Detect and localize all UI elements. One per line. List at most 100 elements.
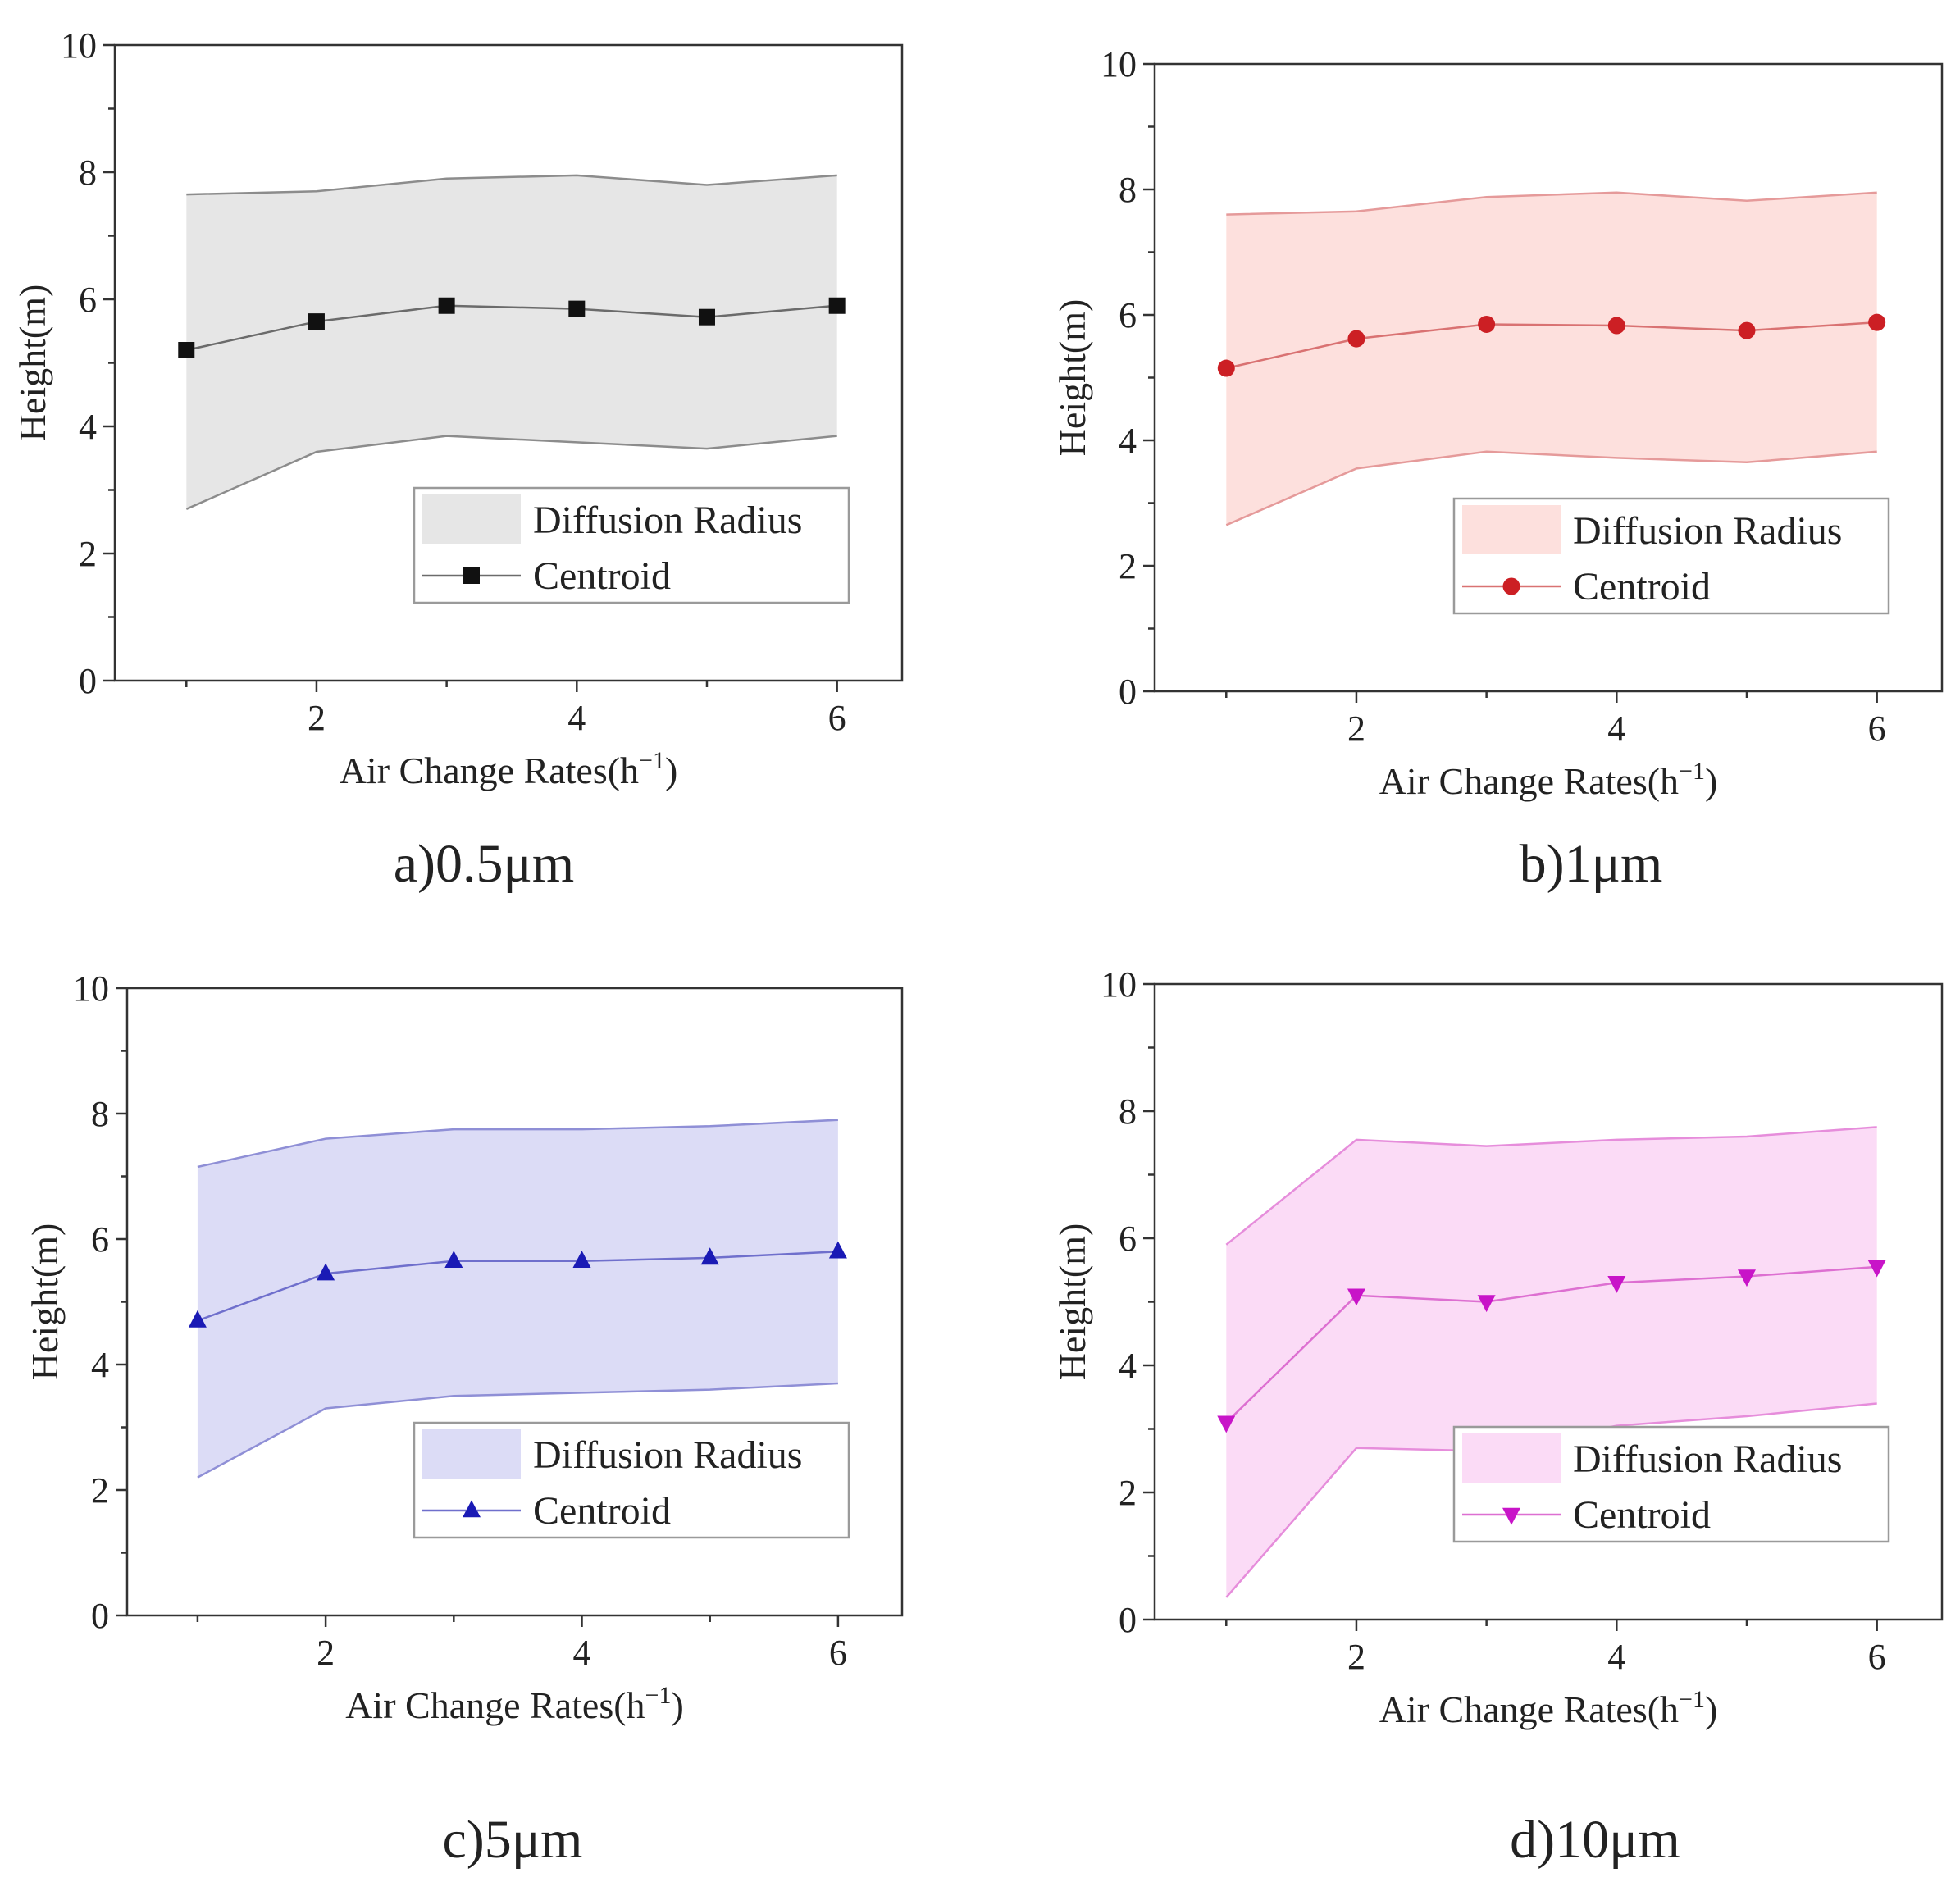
- centroid-point: [700, 1247, 719, 1265]
- centroid-point: [572, 1251, 591, 1269]
- y-tick-label: 10: [61, 25, 97, 66]
- y-tick-label: 4: [1119, 421, 1137, 461]
- chart-panel-3: 0 2 4 6 8 10 2 4 6 Air Change Rates(h−1) Height(m)…: [24, 968, 904, 1870]
- y-tick-label: 0: [91, 1596, 109, 1636]
- panel-caption: b)1μm: [1520, 834, 1663, 894]
- y-tick-label: 2: [1119, 546, 1137, 586]
- chart-panel-2: 0 2 4 6 8 10 2 4 6 Air Change Rates(h−1) Height(m)…: [1051, 44, 1944, 894]
- y-tick-label: 10: [1101, 964, 1137, 1005]
- x-tick-label: 2: [308, 698, 326, 738]
- x-tick-label: 6: [829, 1633, 847, 1673]
- centroid-line: [1226, 321, 1877, 370]
- x-axis-label: Air Change Rates(h−1): [1379, 1686, 1718, 1730]
- diffusion-radius-band: [186, 175, 837, 509]
- legend-label-diffusion: Diffusion Radius: [533, 1433, 802, 1477]
- centroid-point: [1217, 1415, 1236, 1433]
- x-tick-label: 4: [573, 1633, 591, 1673]
- legend-label-diffusion: Diffusion Radius: [533, 499, 802, 542]
- centroid-point: [308, 313, 325, 330]
- panel-caption: d)10μm: [1510, 1810, 1680, 1870]
- x-tick-label: 4: [567, 698, 586, 738]
- band-upper-edge: [186, 174, 837, 196]
- band-upper-edge: [1226, 191, 1877, 216]
- centroid-line: [197, 1251, 838, 1322]
- y-axis-label: Height(m): [1051, 299, 1093, 457]
- x-tick-label: 6: [1868, 1637, 1886, 1677]
- chart-panel-1: 0 2 4 6 8 10 2 4 6 Air Change Rates(h−1) Height(m)…: [11, 25, 904, 894]
- centroid-point: [1477, 1295, 1496, 1313]
- y-axis-label: Height(m): [24, 1223, 66, 1381]
- legend-label-centroid: Centroid: [533, 554, 671, 598]
- centroid-point: [698, 308, 715, 326]
- x-axis-label: Air Change Rates(h−1): [1379, 758, 1718, 802]
- centroid-point: [1217, 359, 1235, 377]
- centroid-point: [828, 297, 846, 314]
- centroid-line: [1225, 1265, 1877, 1424]
- diffusion-radius-band: [197, 1119, 838, 1478]
- panel-caption: a)0.5μm: [394, 834, 575, 894]
- legend-marker: [1502, 577, 1520, 595]
- legend-swatch-band: [1462, 1433, 1561, 1483]
- chart-panel-4: 0 2 4 6 8 10 2 4 6 Air Change Rates(h−1) Height(m)…: [1051, 964, 1944, 1870]
- legend-label-diffusion: Diffusion Radius: [1573, 509, 1842, 553]
- y-axis-label: Height(m): [11, 285, 53, 442]
- centroid-point: [1738, 321, 1756, 339]
- panel-caption: c)5μm: [443, 1810, 583, 1870]
- band-upper-edge: [197, 1119, 838, 1169]
- y-axis-label: Height(m): [1051, 1223, 1093, 1381]
- centroid-point: [1867, 1260, 1886, 1278]
- centroid-point: [444, 1251, 463, 1269]
- centroid-point: [1607, 317, 1625, 335]
- band-lower-edge: [185, 435, 837, 510]
- y-tick-label: 0: [1119, 1600, 1137, 1640]
- centroid-point: [1347, 1288, 1365, 1306]
- legend-marker: [1502, 1507, 1520, 1525]
- centroid-point: [188, 1310, 207, 1328]
- y-tick-label: 8: [91, 1094, 109, 1134]
- legend-label-diffusion: Diffusion Radius: [1573, 1438, 1842, 1481]
- diffusion-radius-band: [1226, 1127, 1877, 1597]
- centroid-point: [1478, 315, 1496, 333]
- legend-marker: [463, 567, 480, 584]
- y-tick-label: 10: [73, 968, 109, 1009]
- x-tick-label: 4: [1607, 1637, 1625, 1677]
- x-tick-label: 2: [1347, 709, 1365, 749]
- y-tick-label: 6: [91, 1219, 109, 1260]
- legend-marker: [463, 1500, 481, 1518]
- y-tick-label: 2: [91, 1470, 109, 1511]
- legend-swatch-band: [422, 1429, 521, 1479]
- y-tick-label: 2: [1119, 1473, 1137, 1513]
- centroid-point: [1607, 1276, 1626, 1293]
- y-tick-label: 0: [79, 661, 97, 701]
- y-tick-label: 8: [1119, 1091, 1137, 1132]
- centroid-point: [178, 342, 195, 358]
- band-lower-edge: [197, 1382, 838, 1479]
- y-tick-label: 4: [91, 1345, 109, 1385]
- x-axis-label: Air Change Rates(h−1): [340, 747, 678, 791]
- y-tick-label: 0: [1119, 672, 1137, 712]
- y-tick-label: 4: [1119, 1346, 1137, 1386]
- x-tick-label: 6: [1868, 709, 1886, 749]
- y-tick-label: 4: [79, 407, 97, 447]
- band-upper-edge: [1225, 1126, 1877, 1246]
- centroid-point: [317, 1263, 335, 1281]
- y-tick-label: 2: [79, 534, 97, 574]
- x-tick-label: 4: [1607, 709, 1625, 749]
- legend-swatch-band: [422, 494, 521, 544]
- centroid-line: [186, 304, 837, 352]
- diffusion-radius-band: [1226, 192, 1877, 526]
- y-tick-label: 6: [1119, 1219, 1137, 1259]
- centroid-point: [1868, 313, 1886, 331]
- x-axis-label: Air Change Rates(h−1): [345, 1682, 684, 1726]
- y-tick-label: 6: [1119, 295, 1137, 335]
- legend-label-centroid: Centroid: [1573, 565, 1711, 608]
- centroid-point: [828, 1241, 847, 1259]
- x-tick-label: 6: [828, 698, 846, 738]
- centroid-point: [1737, 1269, 1756, 1287]
- centroid-point: [438, 297, 455, 314]
- x-tick-label: 2: [1347, 1637, 1365, 1677]
- x-tick-label: 2: [317, 1633, 335, 1673]
- y-tick-label: 6: [79, 280, 97, 320]
- legend-label-centroid: Centroid: [533, 1489, 671, 1533]
